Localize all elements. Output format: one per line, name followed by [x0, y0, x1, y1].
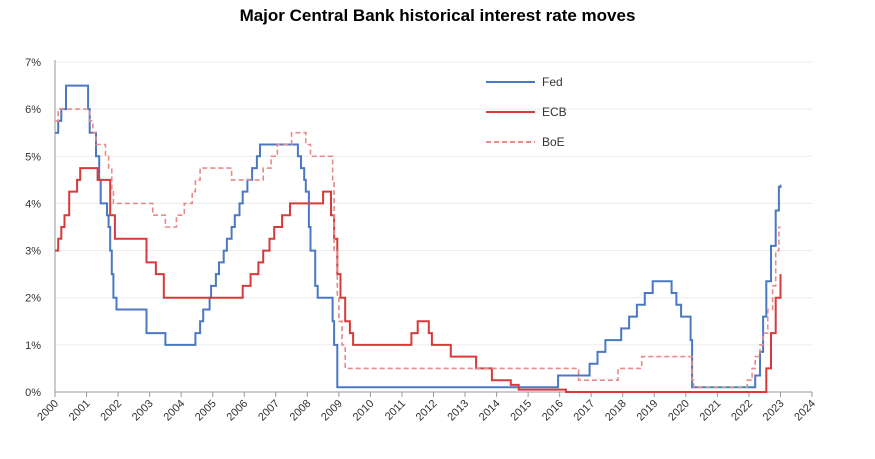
- x-tick-label: 2014: [477, 398, 503, 424]
- series-lines: [55, 84, 782, 393]
- y-tick-label: 2%: [25, 293, 41, 305]
- x-tick-label: 2013: [445, 398, 471, 424]
- y-tick-label: 0%: [25, 387, 41, 399]
- y-tick-label: 1%: [25, 340, 41, 352]
- x-tick-label: 2004: [161, 398, 187, 424]
- x-tick-label: 2010: [351, 398, 377, 424]
- x-tick-label: 2007: [256, 398, 282, 424]
- gridlines: [55, 61, 812, 346]
- x-tick-label: 2002: [98, 398, 124, 424]
- x-tick-label: 2000: [35, 398, 61, 424]
- series-line-ecb: [55, 167, 782, 393]
- y-tick-label: 4%: [25, 198, 41, 210]
- y-tick-label: 7%: [25, 57, 41, 69]
- x-tick-label: 2018: [603, 398, 629, 424]
- series-line-fed: [55, 84, 782, 389]
- x-tick-label: 2015: [508, 398, 534, 424]
- y-tick-label: 6%: [25, 104, 41, 116]
- x-tick-label: 2008: [288, 398, 314, 424]
- x-tick-label: 2001: [67, 398, 93, 424]
- y-tick-label: 5%: [25, 151, 41, 163]
- x-tick-label: 2020: [666, 398, 692, 424]
- x-tick-label: 2023: [761, 398, 787, 424]
- x-tick-label: 2005: [193, 398, 219, 424]
- x-tick-label: 2016: [540, 398, 566, 424]
- legend-label-fed: Fed: [542, 75, 563, 89]
- x-tick-label: 2006: [225, 398, 251, 424]
- chart-title: Major Central Bank historical interest r…: [239, 6, 636, 25]
- x-tick-label: 2022: [729, 398, 755, 424]
- legend-label-boe: BoE: [542, 135, 565, 149]
- x-tick-label: 2003: [130, 398, 156, 424]
- x-tick-label: 2019: [635, 398, 661, 424]
- x-tick-label: 2009: [319, 398, 345, 424]
- x-tick-label: 2017: [572, 398, 598, 424]
- legend-label-ecb: ECB: [542, 105, 567, 119]
- x-tick-label: 2011: [383, 398, 408, 423]
- x-tick-label: 2024: [792, 398, 818, 424]
- x-tick-label: 2021: [698, 398, 724, 424]
- legend: Fed ECB BoE: [486, 75, 567, 149]
- y-tick-label: 3%: [25, 246, 41, 258]
- series-line-boe: [55, 108, 781, 389]
- x-tick-label: 2012: [414, 398, 440, 424]
